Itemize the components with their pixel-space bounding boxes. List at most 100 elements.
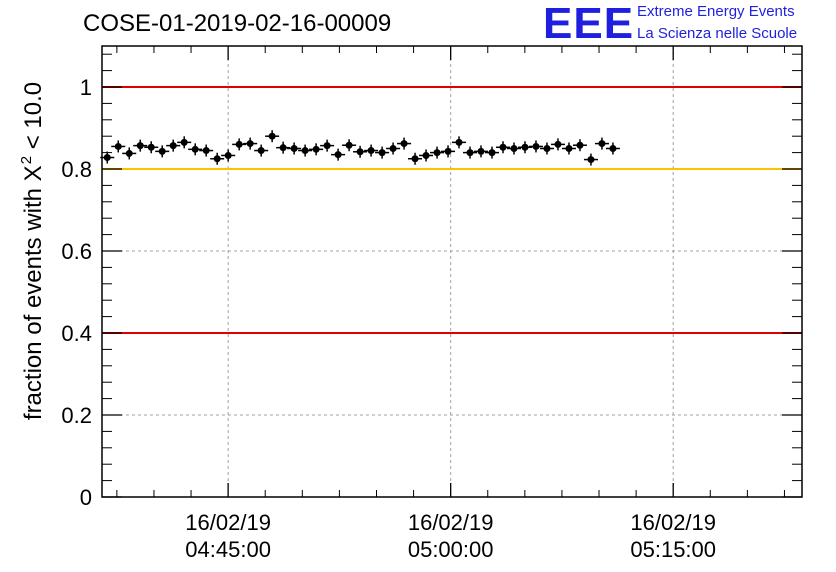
y-axis-label-suffix: < 10.0 (20, 81, 47, 156)
point-marker (400, 140, 408, 148)
data-point (572, 139, 587, 152)
data-point (474, 145, 489, 158)
point-marker (499, 143, 507, 151)
point-marker (411, 155, 419, 163)
data-point (155, 145, 170, 158)
x-tick-label-time: 05:15:00 (630, 537, 716, 562)
point-marker (378, 149, 386, 157)
data-point (309, 143, 324, 156)
point-marker (301, 147, 309, 155)
data-point (561, 142, 576, 155)
point-marker (488, 149, 496, 157)
y-tick-label: 0.8 (61, 157, 92, 182)
data-point (320, 139, 335, 152)
data-point (408, 152, 423, 165)
y-tick-label: 1 (80, 75, 92, 100)
point-marker (345, 141, 353, 149)
plot-frame (101, 45, 803, 498)
point-marker (147, 143, 155, 151)
y-tick-label: 0.4 (61, 321, 92, 346)
data-point (386, 142, 401, 155)
data-point (122, 147, 137, 160)
point-marker (576, 141, 584, 149)
x-tick-label-date: 16/02/19 (408, 510, 494, 535)
data-point (463, 146, 478, 159)
point-marker (444, 147, 452, 155)
point-marker (565, 145, 573, 152)
y-tick-label: 0.6 (61, 239, 92, 264)
point-marker (334, 151, 342, 159)
data-point (485, 146, 500, 159)
data-point (232, 138, 247, 151)
point-marker (356, 148, 364, 156)
point-marker (532, 142, 540, 150)
data-point (111, 140, 126, 153)
point-marker (521, 143, 529, 151)
data-point (364, 144, 379, 157)
reference-lines (102, 86, 802, 334)
point-marker (598, 140, 606, 148)
data-point (177, 136, 192, 149)
point-marker (103, 154, 111, 162)
data-point (583, 153, 598, 166)
data-point (199, 144, 214, 157)
x-tick-label-time: 04:45:00 (185, 537, 271, 562)
data-point (331, 148, 346, 161)
y-tick-label: 0 (80, 485, 92, 510)
data-point (342, 139, 357, 152)
data-point (539, 142, 554, 155)
data-point (243, 137, 258, 150)
data-point (353, 145, 368, 158)
point-marker (158, 147, 166, 155)
point-marker (125, 149, 133, 157)
data-points (100, 130, 620, 166)
point-marker (191, 145, 199, 153)
data-point (441, 145, 456, 158)
data-point (188, 143, 203, 156)
point-marker (235, 140, 243, 148)
data-point (166, 139, 181, 152)
point-marker (477, 147, 485, 155)
point-marker (246, 140, 254, 148)
point-marker (180, 138, 188, 146)
point-marker (213, 155, 221, 163)
data-point (506, 142, 521, 155)
tick-labels: 00.20.40.60.8116/02/1904:45:0016/02/1905… (61, 75, 716, 562)
point-marker (554, 140, 562, 148)
data-point (100, 151, 115, 164)
axis-ticks (102, 46, 802, 498)
point-marker (609, 145, 617, 152)
point-marker (543, 145, 551, 152)
data-point (452, 136, 467, 149)
data-point (276, 141, 291, 154)
point-marker (587, 156, 595, 164)
point-marker (367, 147, 375, 155)
data-point (254, 144, 269, 157)
point-marker (136, 142, 144, 150)
point-marker (279, 144, 287, 152)
y-axis-label-prefix: fraction of events with X (20, 165, 47, 421)
data-point (133, 139, 148, 152)
point-marker (389, 145, 397, 152)
data-point (397, 137, 412, 150)
point-marker (169, 142, 177, 150)
data-point (375, 146, 390, 159)
data-point (298, 144, 313, 157)
data-point (210, 152, 225, 165)
y-axis-label: fraction of events with X2 < 10.0 (18, 82, 48, 420)
point-marker (455, 138, 463, 146)
point-marker (312, 145, 320, 153)
point-marker (224, 151, 232, 159)
x-tick-label-date: 16/02/19 (630, 510, 716, 535)
y-tick-label: 0.2 (61, 403, 92, 428)
point-marker (114, 142, 122, 150)
x-tick-label-date: 16/02/19 (185, 510, 271, 535)
x-tick-label-time: 05:00:00 (408, 537, 494, 562)
point-marker (433, 149, 441, 157)
logo-line-2: La Scienza nelle Scuole (637, 25, 798, 42)
data-point (430, 146, 445, 159)
point-marker (290, 145, 298, 152)
data-point (605, 142, 620, 155)
point-marker (323, 142, 331, 150)
